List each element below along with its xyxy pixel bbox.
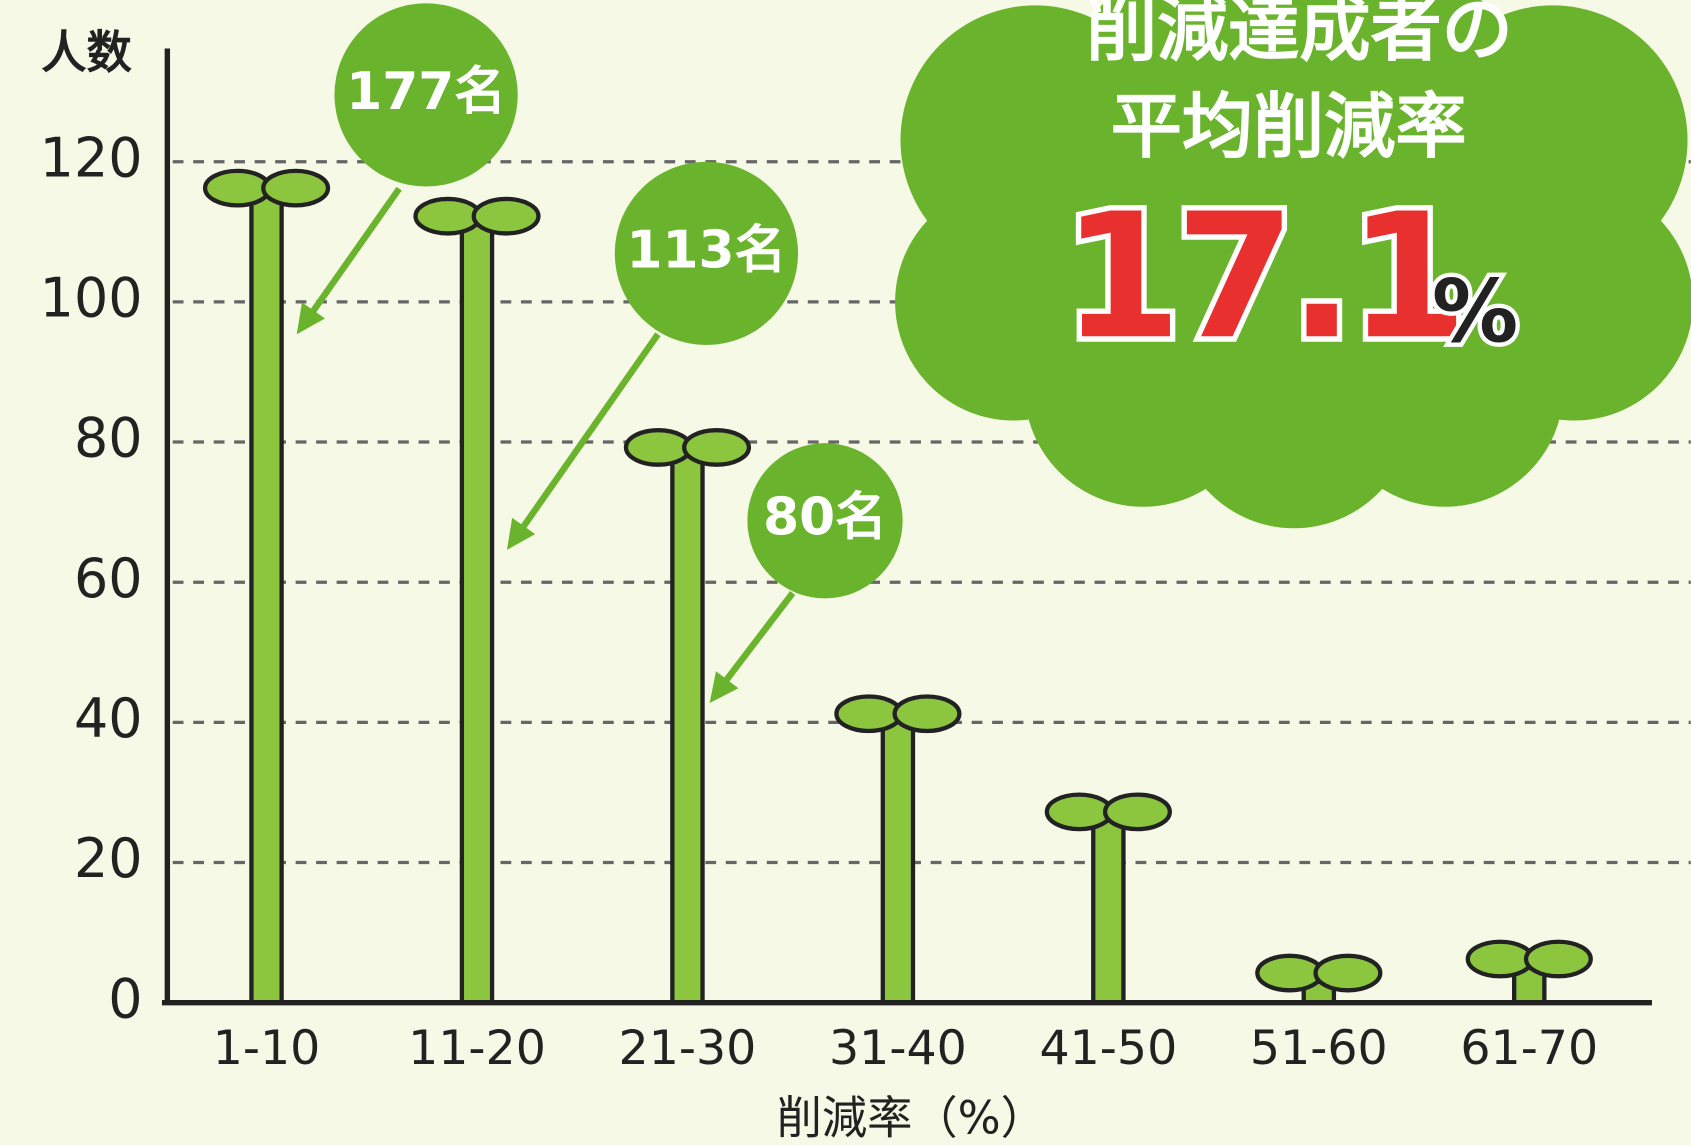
highlight-line: 平均削減率 <box>1111 85 1467 168</box>
callout-label: 80名 <box>763 488 887 548</box>
leaf <box>1257 956 1322 991</box>
x-tick-label: 21-30 <box>619 1021 757 1076</box>
highlight-line: 削減達成者の <box>1086 0 1513 71</box>
x-tick-label: 61-70 <box>1460 1021 1598 1076</box>
x-tick-label: 11-20 <box>408 1021 546 1076</box>
leaf <box>626 430 691 465</box>
x-tick-label: 1-10 <box>213 1021 321 1076</box>
bar <box>251 197 281 1003</box>
y-tick-label: 0 <box>108 967 142 1030</box>
leaf <box>416 199 481 234</box>
bar <box>1093 820 1123 1002</box>
leaf <box>205 171 270 206</box>
y-tick-label: 60 <box>74 547 143 610</box>
y-tick-label: 120 <box>40 126 143 189</box>
chart: 削減達成者の平均削減率17.1% 人数 削減率（%） 0 20 40 60 80 100 1… <box>0 0 1691 1145</box>
leaf <box>1105 795 1170 830</box>
y-axis-label: 人数 <box>41 26 132 79</box>
x-tick-label: 51-60 <box>1250 1021 1388 1076</box>
y-tick-label: 20 <box>74 827 143 890</box>
leaf <box>474 199 539 234</box>
leaf <box>836 696 901 731</box>
leaf <box>1468 942 1533 977</box>
highlight-unit: % <box>1432 262 1518 362</box>
leaf <box>1526 942 1591 977</box>
leaf <box>1316 956 1381 991</box>
bar <box>883 722 913 1002</box>
leaf <box>1047 795 1112 830</box>
bar <box>462 225 492 1003</box>
leaf <box>895 696 960 731</box>
callout-label: 113名 <box>627 220 787 280</box>
y-tick-label: 40 <box>74 687 143 750</box>
x-axis-label: 削減率（%） <box>777 1091 1046 1144</box>
leaf <box>684 430 749 465</box>
y-tick-label: 100 <box>40 267 143 330</box>
bar <box>672 456 702 1003</box>
x-tick-label: 31-40 <box>829 1021 967 1076</box>
callout-label: 177名 <box>346 62 506 122</box>
y-tick-label: 80 <box>74 407 143 470</box>
leaf <box>263 171 328 206</box>
highlight-value: 17.1 <box>1062 176 1462 377</box>
x-tick-label: 41-50 <box>1039 1021 1177 1076</box>
